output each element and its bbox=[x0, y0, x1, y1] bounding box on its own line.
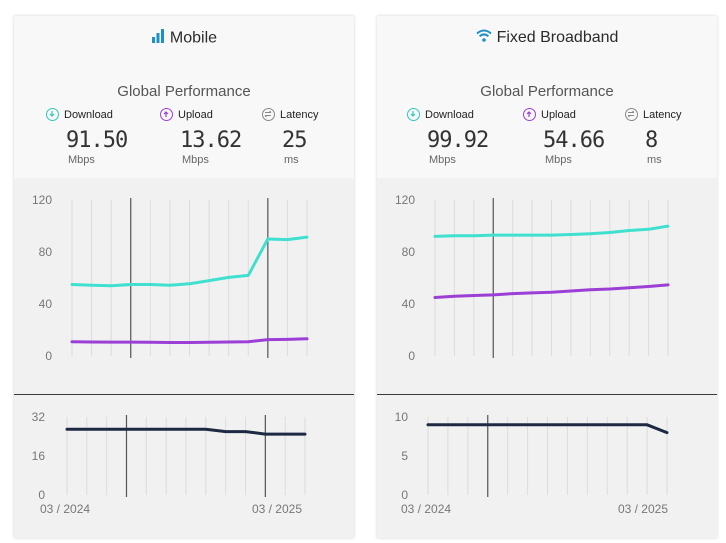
latency-metric: Latency 8 ms bbox=[625, 108, 726, 166]
panel-title-text: Mobile bbox=[169, 29, 218, 47]
speed-chart: 0 40 80 120 bbox=[32, 193, 309, 363]
y-tick-label: 0 bbox=[408, 349, 415, 363]
y-tick-label: 40 bbox=[402, 297, 416, 311]
latency-arrows-icon bbox=[625, 108, 638, 121]
download-series-line bbox=[70, 235, 309, 288]
panel-header: Fixed Broadband Global Performance Downl… bbox=[377, 16, 717, 178]
y-tick-label: 10 bbox=[395, 410, 409, 424]
upload-label: Upload bbox=[541, 108, 576, 121]
download-unit: Mbps bbox=[429, 154, 456, 166]
latency-unit: ms bbox=[284, 154, 299, 166]
upload-arrow-icon bbox=[523, 108, 536, 121]
latency-chart: 0 16 32 03 / 2024 03 / 2025 bbox=[32, 410, 307, 516]
upload-unit: Mbps bbox=[545, 154, 572, 166]
latency-chart-area: 0 5 10 03 / 2024 03 / 2025 bbox=[377, 395, 717, 538]
panel-title: Fixed Broadband bbox=[377, 29, 717, 47]
upload-value: 13.62 bbox=[180, 128, 242, 153]
y-tick-label: 120 bbox=[395, 193, 415, 207]
y-tick-label: 0 bbox=[401, 488, 408, 502]
latency-arrows-icon bbox=[262, 108, 275, 121]
latency-label: Latency bbox=[643, 108, 682, 121]
upload-metric: Upload 13.62 Mbps bbox=[160, 108, 270, 166]
panel-subtitle: Global Performance bbox=[117, 83, 251, 100]
download-metric: Download 91.50 Mbps bbox=[46, 108, 156, 166]
panel-title: Mobile bbox=[14, 29, 354, 48]
latency-chart-area: 0 16 32 03 / 2024 03 / 2025 bbox=[14, 395, 354, 538]
upload-value: 54.66 bbox=[543, 128, 605, 153]
y-tick-label: 80 bbox=[39, 245, 53, 259]
latency-label: Latency bbox=[280, 108, 319, 121]
latency-unit: ms bbox=[647, 154, 662, 166]
y-tick-label: 0 bbox=[38, 488, 45, 502]
upload-metric: Upload 54.66 Mbps bbox=[523, 108, 633, 166]
upload-unit: Mbps bbox=[182, 154, 209, 166]
download-value: 99.92 bbox=[427, 128, 489, 153]
chart-divider bbox=[14, 394, 354, 395]
upload-arrow-icon bbox=[160, 108, 173, 121]
latency-value: 25 bbox=[282, 128, 307, 153]
speed-chart-area: 0 40 80 120 bbox=[14, 178, 354, 394]
latency-value: 8 bbox=[645, 128, 658, 153]
upload-label: Upload bbox=[178, 108, 213, 121]
upload-series-line bbox=[70, 337, 309, 344]
upload-series-line bbox=[433, 283, 670, 299]
x-tick-label: 03 / 2025 bbox=[252, 502, 302, 516]
panel-title-text: Fixed Broadband bbox=[496, 29, 619, 47]
download-value: 91.50 bbox=[66, 128, 128, 153]
y-tick-label: 16 bbox=[32, 449, 46, 463]
y-tick-label: 120 bbox=[32, 193, 52, 207]
signal-bars-icon bbox=[151, 29, 165, 48]
y-tick-label: 40 bbox=[39, 297, 53, 311]
x-tick-label: 03 / 2024 bbox=[401, 502, 451, 516]
download-arrow-icon bbox=[46, 108, 59, 121]
y-tick-label: 80 bbox=[402, 245, 416, 259]
latency-chart: 0 5 10 03 / 2024 03 / 2025 bbox=[395, 410, 669, 516]
download-unit: Mbps bbox=[68, 154, 95, 166]
wifi-icon bbox=[475, 29, 492, 47]
y-tick-label: 0 bbox=[45, 349, 52, 363]
panel-header: Mobile Global Performance Download 91.50… bbox=[14, 16, 354, 178]
fixed-broadband-panel: Fixed Broadband Global Performance Downl… bbox=[377, 16, 717, 538]
speed-chart: 0 40 80 120 bbox=[395, 193, 670, 363]
download-series-line bbox=[433, 224, 670, 238]
y-tick-label: 32 bbox=[32, 410, 46, 424]
chart-divider bbox=[377, 394, 717, 395]
latency-series-line bbox=[426, 423, 669, 435]
download-label: Download bbox=[64, 108, 113, 121]
x-tick-label: 03 / 2024 bbox=[40, 502, 90, 516]
latency-metric: Latency 25 ms bbox=[262, 108, 372, 166]
y-tick-label: 5 bbox=[401, 449, 408, 463]
download-metric: Download 99.92 Mbps bbox=[407, 108, 517, 166]
mobile-panel: Mobile Global Performance Download 91.50… bbox=[14, 16, 354, 538]
speed-chart-area: 0 40 80 120 bbox=[377, 178, 717, 394]
download-label: Download bbox=[425, 108, 474, 121]
panel-subtitle: Global Performance bbox=[480, 83, 614, 100]
x-tick-label: 03 / 2025 bbox=[618, 502, 668, 516]
latency-series-line bbox=[65, 427, 307, 436]
download-arrow-icon bbox=[407, 108, 420, 121]
